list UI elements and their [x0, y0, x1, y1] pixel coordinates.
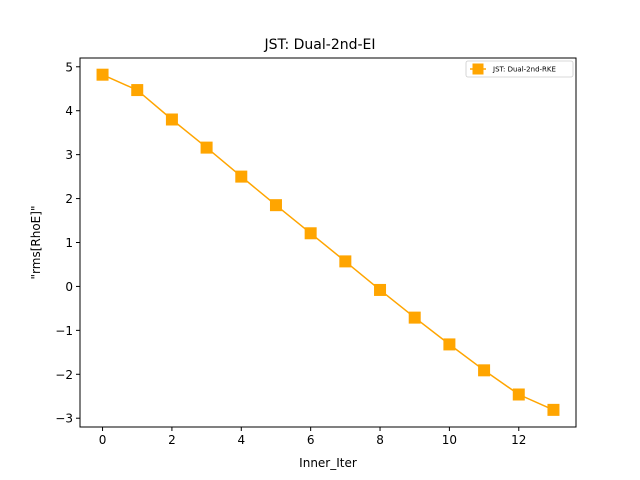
- legend-label: JST: Dual-2nd-RKE: [492, 66, 556, 74]
- data-point-marker: [443, 338, 456, 351]
- legend: JST: Dual-2nd-RKE: [465, 60, 574, 78]
- y-tick-label: 0: [65, 280, 73, 294]
- data-point-marker: [547, 403, 560, 416]
- legend-box: [465, 60, 574, 78]
- x-tick-label: 4: [237, 433, 245, 447]
- y-axis-ticks: −3 −2 −1 0 1 2 3 4 5: [55, 60, 80, 426]
- x-tick-label: 6: [307, 433, 315, 447]
- plot-marks: [96, 68, 560, 416]
- y-tick-label: 5: [65, 60, 73, 74]
- x-tick-label: 0: [99, 433, 107, 447]
- x-tick-label: 2: [168, 433, 176, 447]
- data-point-marker: [165, 113, 178, 126]
- data-point-marker: [131, 84, 144, 97]
- x-tick-label: 10: [442, 433, 457, 447]
- x-tick-label: 8: [376, 433, 384, 447]
- data-point-marker: [304, 227, 317, 240]
- x-axis-ticks: 0 2 4 6 8 10 12: [99, 427, 526, 447]
- y-tick-label: −3: [55, 412, 73, 426]
- data-point-marker: [269, 199, 282, 212]
- plot-frame: [79, 57, 577, 428]
- x-tick-label: 12: [511, 433, 526, 447]
- data-point-marker: [96, 68, 109, 81]
- y-tick-label: 4: [65, 104, 73, 118]
- data-point-marker: [235, 170, 248, 183]
- data-point-marker: [478, 364, 491, 377]
- x-axis-label: Inner_Iter: [299, 456, 357, 470]
- legend-marker: [472, 63, 484, 75]
- y-tick-label: 1: [65, 236, 73, 250]
- y-axis-label: "rms[RhoE]": [29, 206, 43, 280]
- data-point-marker: [408, 311, 421, 324]
- chart-title: JST: Dual-2nd-EI: [263, 37, 375, 53]
- y-tick-label: −2: [55, 368, 73, 382]
- data-point-marker: [200, 141, 213, 154]
- y-tick-label: 3: [65, 148, 73, 162]
- data-point-marker: [339, 255, 352, 268]
- data-point-marker: [374, 283, 387, 296]
- data-point-marker: [512, 388, 525, 401]
- y-tick-label: 2: [65, 192, 73, 206]
- y-tick-label: −1: [55, 324, 73, 338]
